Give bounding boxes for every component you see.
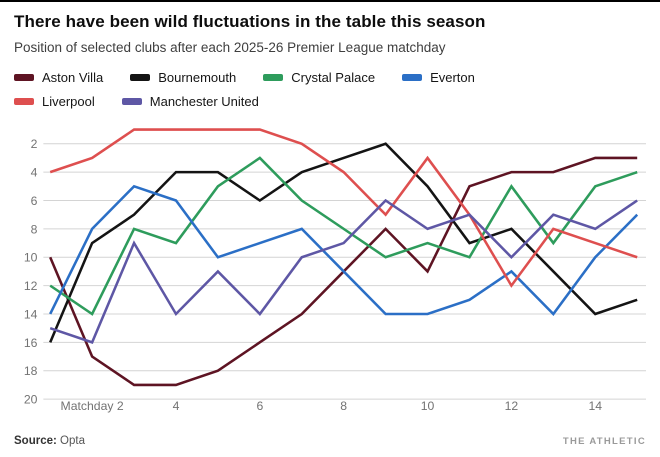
legend-item-aston-villa: Aston Villa — [14, 70, 103, 85]
series-line-crystal-palace — [49, 156, 638, 316]
legend-label: Aston Villa — [42, 69, 104, 85]
x-axis-tick-label: 12 — [505, 399, 519, 413]
legend-item-crystal-palace: Crystal Palace — [263, 70, 375, 85]
y-axis-tick-label: 4 — [31, 165, 38, 179]
legend-label: Manchester United — [149, 93, 259, 109]
y-axis-tick-label: 16 — [24, 336, 38, 350]
source-note: Source: Opta — [14, 435, 85, 447]
legend-swatch-aston-villa — [14, 73, 34, 81]
y-axis-tick-label: 2 — [31, 137, 38, 151]
legend-swatch-liverpool — [14, 97, 34, 105]
y-axis-tick-label: 14 — [24, 307, 38, 321]
source-value: Opta — [60, 435, 85, 447]
brand-logo: THE ATHLETIC — [562, 436, 646, 447]
y-axis-tick-label: 20 — [24, 392, 38, 406]
legend-swatch-bournemouth — [130, 73, 151, 81]
chart-subtitle: Position of selected clubs after each 20… — [14, 40, 446, 56]
legend-swatch-everton — [402, 73, 423, 81]
legend-label: Bournemouth — [158, 69, 237, 85]
series-line-manchester-united — [49, 198, 638, 344]
legend-item-manchester-united: Manchester United — [121, 93, 259, 109]
x-axis-tick-label: 8 — [340, 399, 347, 413]
series-line-bournemouth — [49, 142, 638, 343]
chart-title: There have been wild fluctuations in the… — [14, 12, 486, 31]
legend-label: Everton — [430, 69, 475, 85]
x-axis-tick-label: 4 — [173, 399, 180, 413]
y-axis-tick-label: 8 — [31, 222, 38, 236]
series-line-liverpool — [49, 128, 638, 288]
x-axis-tick-label: 6 — [256, 399, 263, 413]
position-line-chart: 2 4 6 8 10 12 14 16 18 20 Matchday 2 4 6 8 10 12 14 — [24, 128, 646, 413]
legend-label: Liverpool — [42, 93, 95, 109]
series-line-everton — [49, 184, 639, 316]
x-axis-tick-label: Matchday 2 — [61, 399, 124, 413]
y-axis-tick-label: 12 — [24, 279, 38, 293]
y-axis-tick-label: 6 — [31, 194, 38, 208]
legend-label: Crystal Palace — [291, 69, 376, 85]
y-axis-tick-label: 18 — [24, 364, 38, 378]
legend-item-liverpool: Liverpool — [14, 94, 95, 109]
legend-item-everton: Everton — [402, 70, 475, 85]
top-rule — [0, 0, 660, 2]
x-axis-tick-label: 10 — [421, 399, 435, 413]
legend: Aston Villa Bournemouth Crystal Palace Ever… — [14, 70, 562, 109]
legend-swatch-crystal-palace — [263, 73, 284, 81]
y-axis-tick-label: 10 — [24, 250, 38, 264]
footer: Source: Opta THE ATHLETIC — [0, 435, 660, 447]
legend-swatch-manchester-united — [121, 97, 142, 105]
source-label: Source: — [14, 435, 57, 447]
legend-item-bournemouth: Bournemouth — [130, 70, 236, 85]
x-axis-tick-label: 14 — [588, 399, 602, 413]
